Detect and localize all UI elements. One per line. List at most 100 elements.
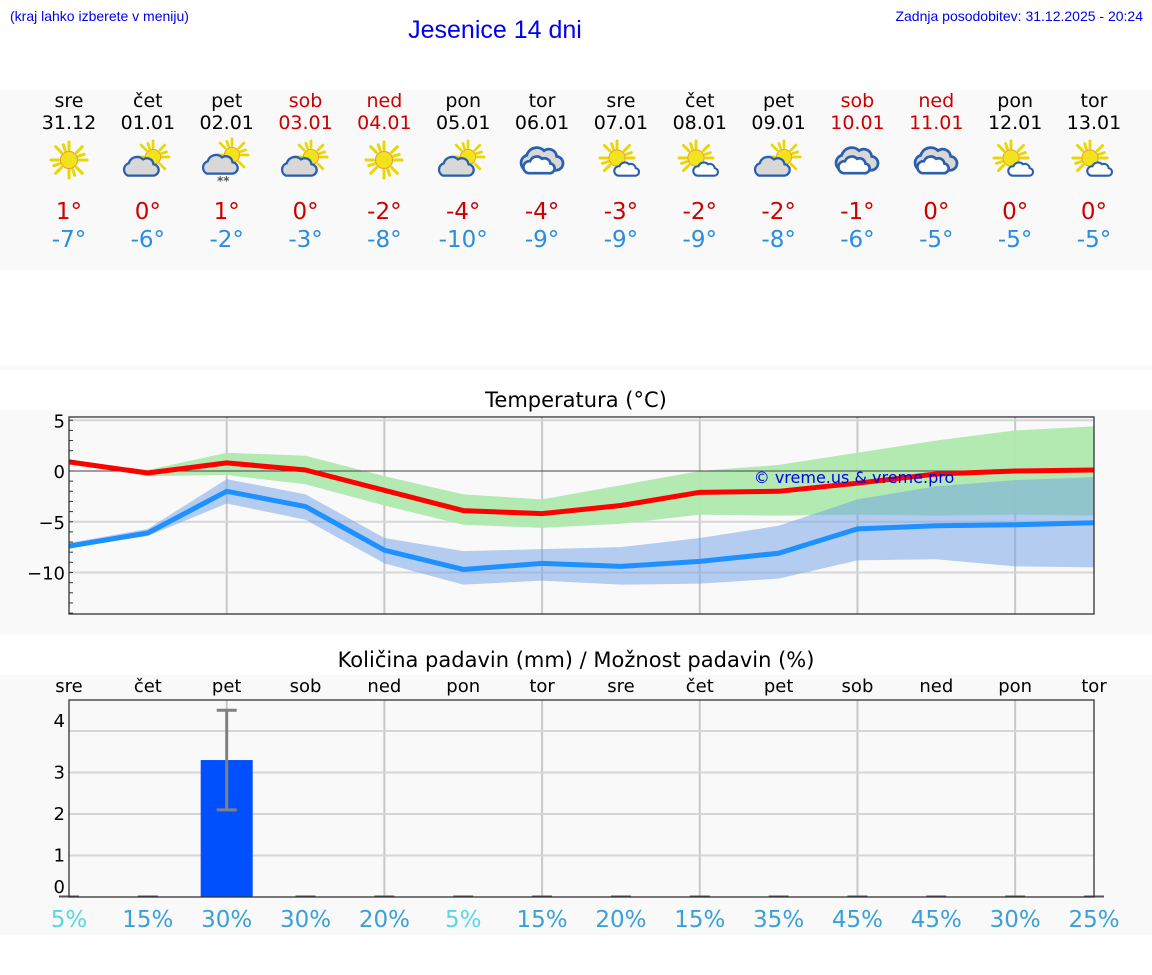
svg-text:pet: pet: [212, 676, 242, 697]
forecast-day-name: pon: [997, 90, 1033, 112]
forecast-max-temp: -4°: [524, 199, 560, 225]
last-update-text: Zadnja posodobitev: 31.12.2025 - 20:24: [895, 8, 1143, 24]
forecast-max-temp: 0°: [1080, 199, 1108, 225]
forecast-date: 01.01: [120, 112, 176, 134]
mostly-sunny-icon: [595, 136, 647, 188]
precipitation-probability: 5%: [51, 907, 88, 933]
forecast-min-temp: -5°: [1076, 227, 1112, 253]
forecast-max-temp: 0°: [923, 199, 950, 225]
svg-text:ned: ned: [367, 676, 401, 697]
precipitation-chart-title: Količina padavin (mm) / Možnost padavin …: [337, 648, 815, 672]
forecast-day-name: sre: [54, 90, 84, 112]
svg-text:sob: sob: [290, 676, 322, 697]
cloudy-icon: [910, 136, 962, 188]
forecast-min-temp: -9°: [524, 227, 560, 253]
svg-text:0: 0: [54, 877, 65, 898]
forecast-date: 31.12: [41, 112, 97, 134]
precipitation-probability: 15%: [517, 907, 568, 933]
svg-text:čet: čet: [134, 676, 162, 697]
mostly-sunny-icon: [674, 136, 726, 188]
forecast-min-temp: -2°: [209, 227, 244, 253]
svg-text:−5: −5: [38, 513, 65, 534]
forecast-min-temp: -7°: [51, 227, 87, 253]
forecast-min-temp: -8°: [761, 227, 796, 253]
partly-cloudy-icon: [122, 136, 174, 188]
divider-band: [0, 365, 1152, 370]
forecast-max-temp: 1°: [55, 199, 83, 225]
forecast-day-name: pet: [211, 90, 243, 112]
forecast-day-name: ned: [366, 90, 403, 112]
svg-text:pet: pet: [764, 676, 794, 697]
precipitation-probability: 45%: [911, 907, 962, 933]
forecast-date: 09.01: [751, 112, 806, 134]
svg-text:2: 2: [54, 804, 65, 825]
mostly-sunny-icon: [989, 136, 1041, 188]
svg-text:tor: tor: [529, 676, 555, 697]
svg-text:−10: −10: [27, 564, 65, 585]
partly-cloudy-snow-icon: **: [201, 136, 253, 188]
location-hint-link[interactable]: (kraj lahko izberete v meniju): [10, 8, 189, 24]
forecast-max-temp: 0°: [1002, 199, 1029, 225]
forecast-day-name: sob: [288, 90, 323, 112]
svg-text:1: 1: [54, 846, 65, 867]
sun-icon: [358, 136, 410, 188]
cloudy-icon: [516, 136, 568, 188]
cloudy-icon: [831, 136, 883, 188]
svg-text:tor: tor: [1081, 676, 1107, 697]
forecast-date: 06.01: [514, 112, 570, 134]
precipitation-probability: 30%: [201, 907, 252, 933]
forecast-max-temp: 0°: [134, 199, 161, 225]
forecast-max-temp: -2°: [367, 199, 402, 225]
watermark: © vreme.us & vreme.pro: [754, 468, 955, 487]
svg-text:čet: čet: [686, 676, 714, 697]
partly-cloudy-icon: [437, 136, 489, 188]
forecast-day-name: pet: [763, 90, 795, 112]
precipitation-chart: sre čet pet sob ned pon tor sre čet pet sob ned pon t…: [51, 676, 1120, 933]
forecast-date: 05.01: [436, 112, 491, 134]
partly-cloudy-icon: [753, 136, 805, 188]
precipitation-probability: 25%: [1068, 907, 1119, 933]
svg-text:4: 4: [54, 711, 65, 732]
precipitation-probability: 20%: [359, 907, 410, 933]
forecast-day-name: čet: [684, 90, 715, 112]
forecast-min-temp: -6°: [840, 227, 875, 253]
precipitation-probability: 15%: [122, 907, 173, 933]
forecast-date: 02.01: [199, 112, 254, 134]
svg-text:sre: sre: [55, 676, 82, 697]
forecast-min-temp: -9°: [682, 227, 717, 253]
forecast-max-temp: 1°: [213, 199, 240, 225]
svg-text:5: 5: [54, 411, 65, 432]
precipitation-probability: 45%: [832, 907, 883, 933]
forecast-day-name: tor: [1080, 90, 1108, 112]
forecast-date: 04.01: [357, 112, 412, 134]
precipitation-probability: 15%: [674, 907, 725, 933]
forecast-date: 12.01: [987, 112, 1043, 134]
forecast-max-temp: -2°: [682, 199, 717, 225]
forecast-date: 08.01: [672, 112, 727, 134]
forecast-max-temp: -4°: [446, 199, 481, 225]
forecast-date: 11.01: [909, 112, 964, 134]
forecast-min-temp: -3°: [288, 227, 323, 253]
precipitation-probability: 30%: [280, 907, 331, 933]
forecast-date: 07.01: [593, 112, 649, 134]
forecast-date: 03.01: [278, 112, 333, 134]
svg-text:3: 3: [54, 763, 65, 784]
svg-text:0: 0: [54, 462, 65, 483]
sun-icon: [43, 136, 95, 188]
forecast-min-temp: -6°: [130, 227, 166, 253]
forecast-day-name: pon: [445, 90, 482, 112]
partly-cloudy-icon: [280, 136, 332, 188]
forecast-min-temp: -8°: [367, 227, 402, 253]
forecast-min-temp: -5°: [919, 227, 954, 253]
precipitation-probability: 20%: [595, 907, 646, 933]
forecast-day-name: čet: [133, 90, 163, 112]
svg-text:ned: ned: [919, 676, 953, 697]
svg-text:pon: pon: [998, 676, 1032, 697]
forecast-max-temp: -2°: [761, 199, 796, 225]
forecast-date: 10.01: [830, 112, 885, 134]
forecast-band: [0, 90, 1152, 270]
forecast-max-temp: -3°: [603, 199, 639, 225]
forecast-date: 13.01: [1066, 112, 1122, 134]
daily-forecast-row: sre 31.12 1° -7° čet 01.01 0° -6° pet 02.01 ** 1° -2…: [0, 90, 1152, 270]
precipitation-band: [0, 675, 1152, 935]
